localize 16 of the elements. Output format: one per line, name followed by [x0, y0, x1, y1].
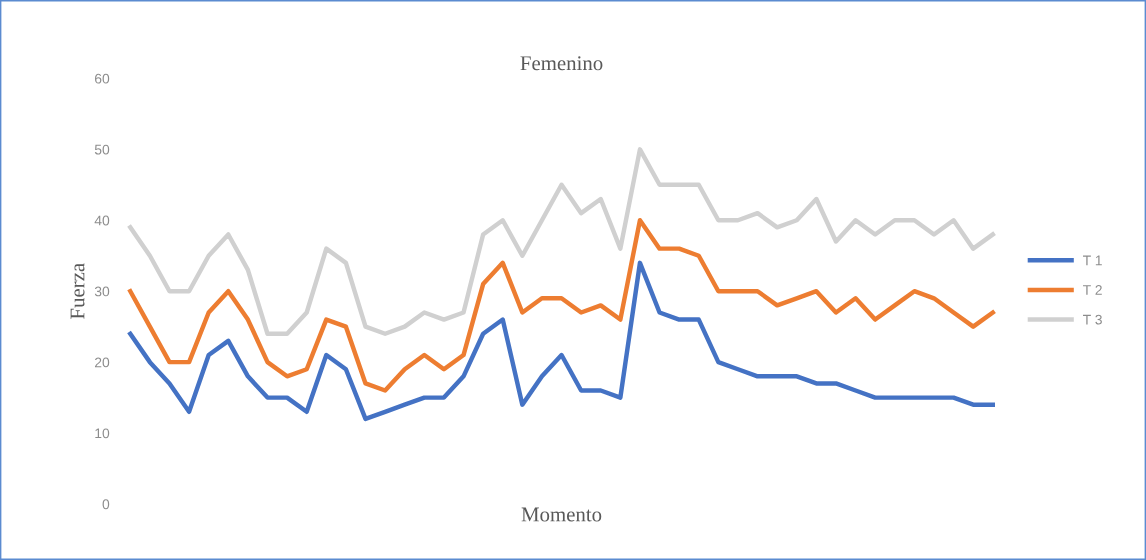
legend-label: T 1: [1083, 255, 1102, 266]
x-axis-title: Momento: [521, 507, 602, 522]
line-series: [128, 147, 996, 336]
y-axis-title: Fuerza: [70, 263, 85, 319]
y-tick-label: 30: [94, 286, 110, 297]
line-series: [128, 260, 996, 422]
legend-label: T 3: [1083, 314, 1102, 325]
y-tick-label: 20: [94, 357, 110, 368]
y-tick-label: 0: [102, 499, 110, 510]
y-tick-label: 10: [95, 428, 110, 439]
legend-label: T 2: [1083, 285, 1102, 295]
y-tick-label: 60: [95, 73, 110, 84]
y-tick-label: 40: [94, 215, 110, 226]
chart-title: Femenino: [520, 56, 603, 71]
y-tick-label: 50: [94, 144, 110, 155]
line-series: [128, 218, 996, 393]
